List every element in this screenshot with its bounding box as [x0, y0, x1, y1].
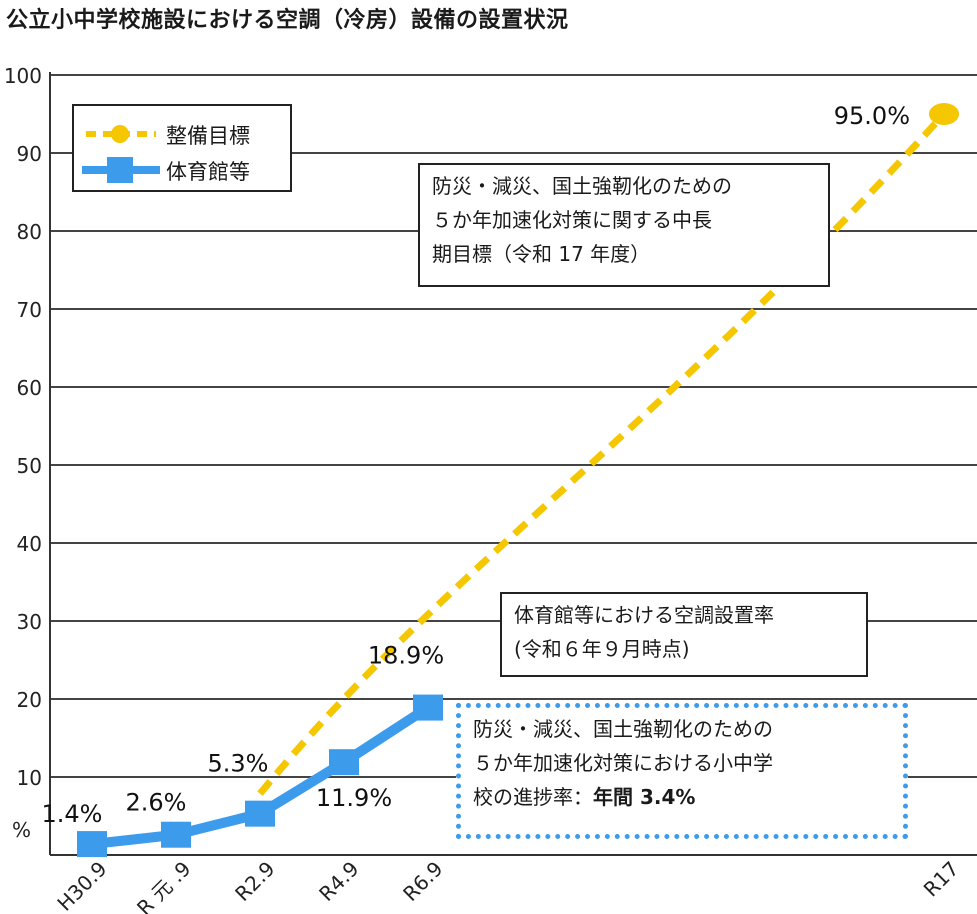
data-label: 11.9% — [316, 784, 392, 812]
annotation-line: (令和６年９月時点) — [514, 637, 690, 661]
data-label: 95.0% — [834, 102, 910, 130]
data-label: 18.9% — [368, 642, 444, 670]
x-tick-label: R6.9 — [398, 857, 447, 906]
y-tick-labels: 10 20 30 40 50 60 70 80 90 100 — [4, 64, 42, 790]
legend-target-label: 整備目標 — [166, 124, 250, 148]
annotation-line: 防災・減災、国土強靭化のための — [473, 717, 773, 741]
y-axis-label: % — [12, 818, 31, 842]
y-tick-label: 80 — [17, 220, 42, 244]
x-tick-label: R4.9 — [314, 857, 363, 906]
gym-point — [77, 831, 107, 858]
data-label: 5.3% — [208, 750, 269, 778]
y-tick-label: 10 — [17, 766, 42, 790]
y-tick-label: 90 — [17, 142, 42, 166]
annotation-line: 校の進捗率：年間 3.4% — [473, 780, 891, 814]
annotation-line: 体育館等における空調設置率 — [514, 603, 774, 627]
gym-point — [413, 694, 443, 721]
data-label: 2.6% — [126, 789, 187, 817]
data-labels: 95.0% 1.4% 2.6% 5.3% 11.9% 18.9% — [42, 102, 910, 828]
y-tick-label: 30 — [17, 610, 42, 634]
data-label: 1.4% — [42, 800, 103, 828]
x-tick-label: R17 — [919, 857, 964, 902]
y-tick-label: 70 — [17, 298, 42, 322]
annotation-progress-note: 防災・減災、国土強靭化のための ５か年加速化対策における小中学 校の進捗率：年間… — [456, 703, 908, 839]
y-tick-label: 60 — [17, 376, 42, 400]
legend-target-swatch — [86, 125, 156, 143]
legend-gym-label: 体育館等 — [166, 160, 250, 184]
target-point — [929, 103, 959, 125]
annotation-rate-note: 体育館等における空調設置率 (令和６年９月時点) — [500, 592, 868, 677]
annotation-line: ５か年加速化対策に関する中長 — [432, 208, 712, 232]
x-tick-labels: H30.9 R 元 .9 R2.9 R4.9 R6.9 R17 — [52, 857, 963, 914]
gym-point — [161, 821, 191, 848]
annotation-line: ５か年加速化対策における小中学 — [473, 751, 773, 775]
x-tick-label: H30.9 — [52, 857, 111, 914]
annotation-line: 期目標（令和 17 年度） — [432, 242, 651, 266]
gym-point — [245, 800, 275, 827]
legend-gym-swatch — [82, 157, 160, 183]
annotation-line: 防災・減災、国土強靭化のための — [432, 174, 732, 198]
y-tick-label: 50 — [17, 454, 42, 478]
gym-point — [329, 749, 359, 776]
axes — [49, 72, 977, 856]
grid-lines — [50, 74, 977, 778]
annotation-text: 校の進捗率： — [473, 785, 593, 809]
chart-title: 公立小中学校施設における空調（冷房）設備の設置状況 — [6, 8, 569, 33]
y-tick-label: 20 — [17, 688, 42, 712]
annotation-progress-rate: 年間 3.4% — [593, 785, 696, 809]
legend: 整備目標 体育館等 — [72, 104, 292, 192]
annotation-target-note: 防災・減災、国土強靭化のための ５か年加速化対策に関する中長 期目標（令和 17… — [418, 163, 830, 287]
legend-item-target: 整備目標 — [74, 116, 290, 152]
y-tick-label: 40 — [17, 532, 42, 556]
x-tick-label: R2.9 — [230, 857, 279, 906]
legend-item-gym: 体育館等 — [74, 152, 290, 188]
x-tick-label: R 元 .9 — [132, 857, 195, 914]
y-tick-label: 100 — [4, 64, 42, 88]
